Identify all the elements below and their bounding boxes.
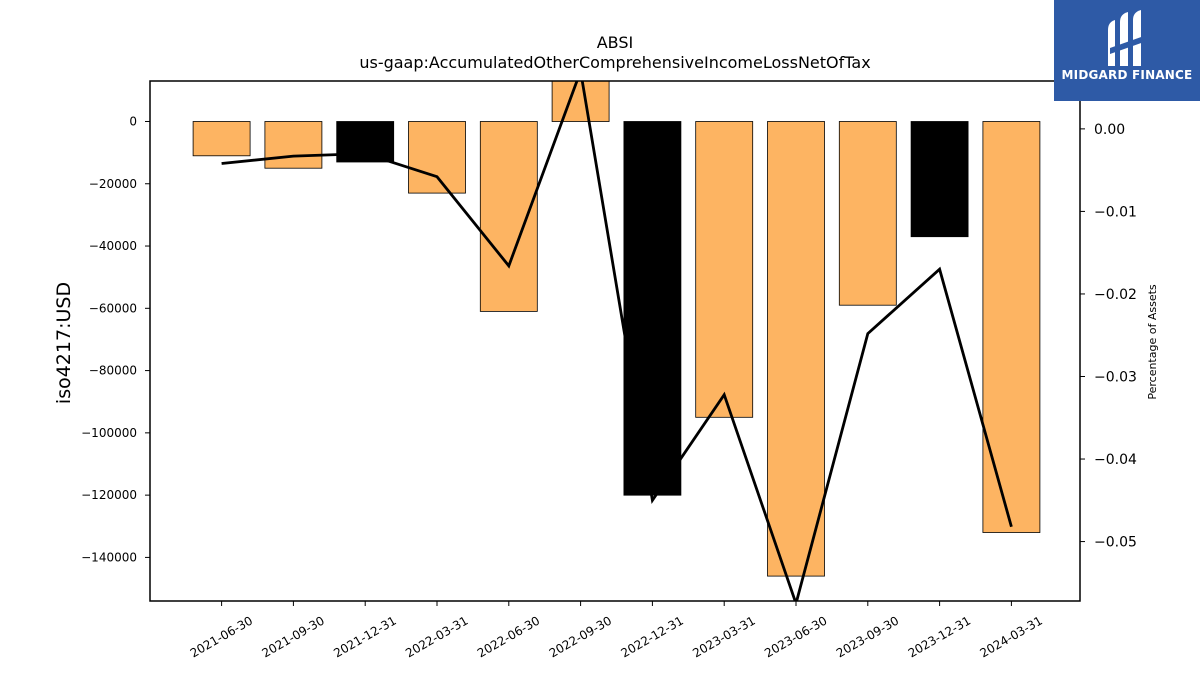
bar-2024-03-31 xyxy=(982,121,1041,533)
x-tick-label: 2022-12-31 xyxy=(618,613,685,660)
x-tick-label: 2021-09-30 xyxy=(259,613,326,660)
bar-2022-06-30 xyxy=(479,121,538,312)
y2-axis-label: Percentage of Assets xyxy=(1146,284,1159,400)
y2-tick-label: −0.01 xyxy=(1094,204,1137,220)
bar-2023-09-30 xyxy=(838,121,897,306)
bar-2023-12-31 xyxy=(910,121,969,238)
y2-tick-label: −0.02 xyxy=(1094,287,1137,303)
y-axis-left: 0 −20000 −40000 −60000 −80000 −100000 −120000 −… xyxy=(81,114,150,564)
bar-2022-12-31 xyxy=(623,121,682,496)
y-tick-label: −120000 xyxy=(81,488,137,502)
bar-2023-03-31 xyxy=(695,121,754,418)
y-tick-label: −20000 xyxy=(89,177,137,191)
percentage-of-assets-line xyxy=(221,81,1013,601)
y-tick-label: −80000 xyxy=(89,364,137,378)
bar-2021-09-30 xyxy=(264,121,323,169)
x-tick-label: 2021-12-31 xyxy=(331,613,398,660)
x-tick-label: 2024-03-31 xyxy=(977,613,1044,660)
bar-2022-09-30 xyxy=(551,80,610,122)
y-tick-label: −60000 xyxy=(89,301,137,315)
y-tick-label: 0 xyxy=(129,114,137,128)
bar-2023-06-30 xyxy=(767,121,825,577)
x-tick-label: 2023-09-30 xyxy=(834,613,901,660)
y2-tick-label: −0.04 xyxy=(1094,452,1137,468)
y2-tick-label: −0.03 xyxy=(1094,369,1137,385)
logo-mark-icon xyxy=(1108,10,1144,66)
x-axis: 2021-06-30 2021-09-30 2021-12-31 2022-03-31… xyxy=(188,601,1045,660)
y-tick-label: −140000 xyxy=(81,550,137,564)
bar-2021-06-30 xyxy=(192,121,251,157)
x-tick-label: 2023-03-31 xyxy=(690,613,757,660)
line-series xyxy=(221,81,1013,601)
y-axis-right: 0.00 −0.01 −0.02 −0.03 −0.04 −0.05 xyxy=(1080,122,1137,551)
y-axis-label: iso4217:USD xyxy=(53,282,75,404)
x-tick-label: 2021-06-30 xyxy=(188,613,255,660)
y2-tick-label: 0.00 xyxy=(1094,122,1125,138)
x-tick-label: 2022-03-31 xyxy=(403,613,470,660)
x-tick-label: 2023-12-31 xyxy=(906,613,973,660)
bar-2021-12-31 xyxy=(336,121,395,163)
y2-tick-label: −0.05 xyxy=(1094,535,1137,551)
x-tick-label: 2022-09-30 xyxy=(547,613,614,660)
y-tick-label: −100000 xyxy=(81,426,137,440)
chart-subtitle: us-gaap:AccumulatedOtherComprehensiveInc… xyxy=(359,53,871,72)
logo-text: MIDGARD FINANCE xyxy=(1061,68,1193,82)
chart-title: ABSI xyxy=(596,33,634,52)
x-tick-label: 2022-06-30 xyxy=(475,613,542,660)
y-tick-label: −40000 xyxy=(89,239,137,253)
x-tick-label: 2023-06-30 xyxy=(762,613,829,660)
plot-frame xyxy=(149,80,1081,602)
logo: MIDGARD FINANCE xyxy=(1054,0,1200,101)
bar-2022-03-31 xyxy=(408,121,466,194)
bars xyxy=(192,80,1041,577)
